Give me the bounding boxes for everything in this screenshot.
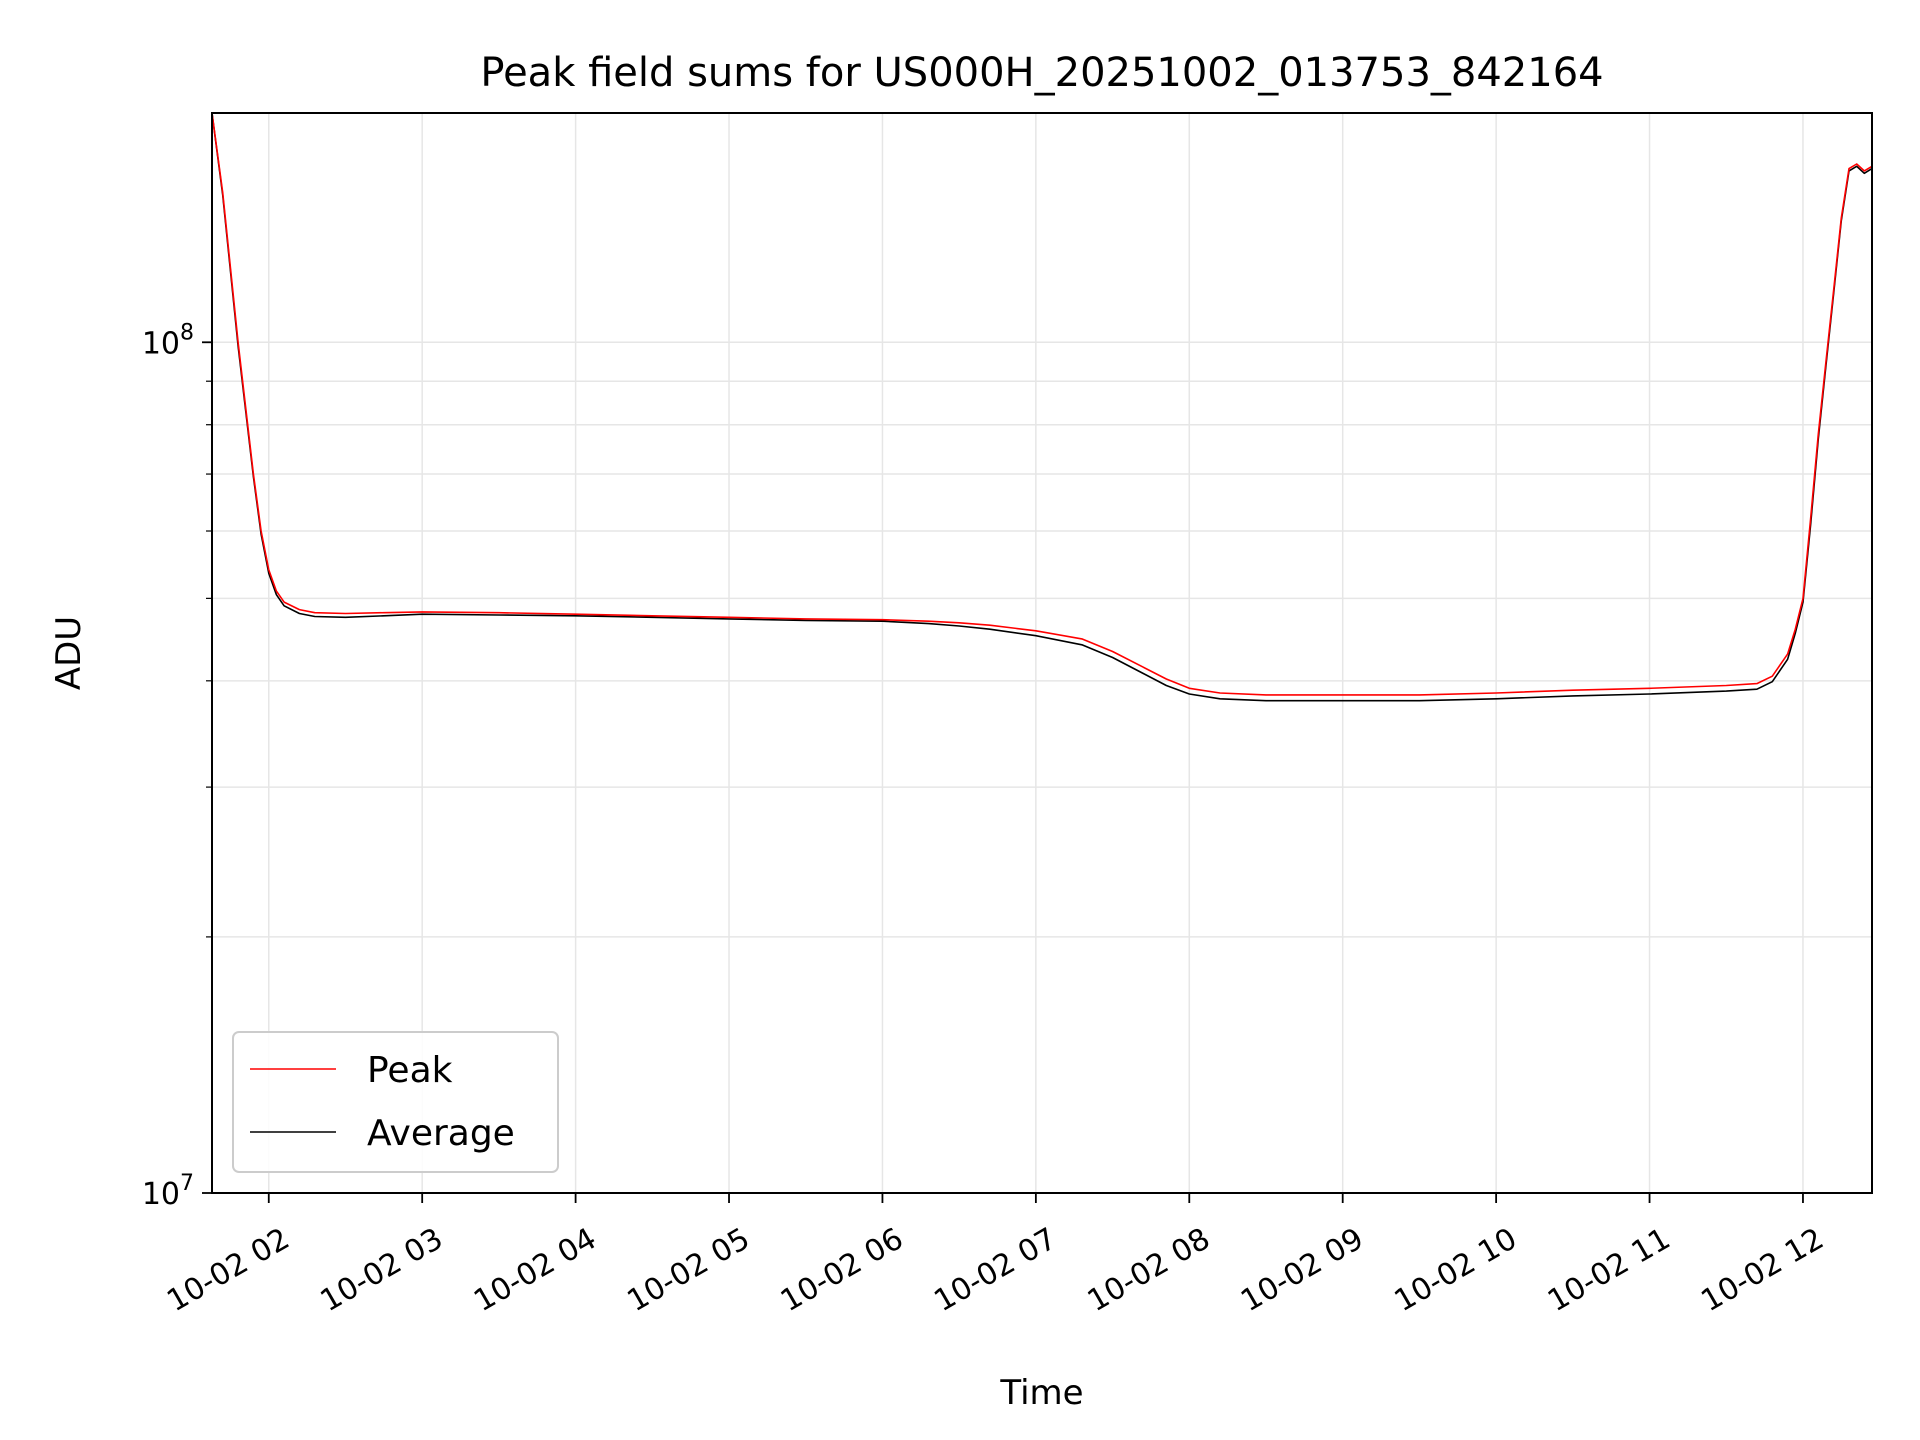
chart-title: Peak field sums for US000H_20251002_0137… — [480, 50, 1603, 96]
y-axis-label: ADU — [49, 616, 89, 690]
series-line-peak — [212, 113, 1872, 696]
legend-label-average: Average — [367, 1113, 515, 1154]
y-tick-label: 107 — [142, 1171, 194, 1212]
y-tick-exponent: 8 — [180, 320, 194, 345]
x-axis-label: Time — [999, 1373, 1083, 1413]
y-tick-exponent: 7 — [180, 1171, 194, 1196]
series-layer — [212, 113, 1872, 702]
legend-label-peak: Peak — [367, 1050, 453, 1091]
legend-box — [232, 1031, 559, 1173]
y-tick-base: 10 — [142, 326, 180, 361]
legend: Peak Average — [232, 1031, 559, 1173]
plot-frame — [211, 112, 1873, 1194]
y-tick-label: 108 — [142, 320, 194, 361]
y-tick-base: 10 — [142, 1177, 180, 1212]
